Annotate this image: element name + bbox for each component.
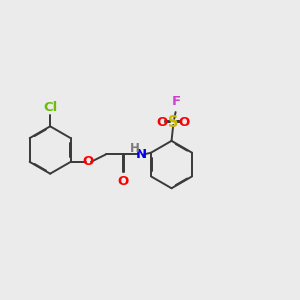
Text: O: O bbox=[83, 155, 94, 168]
Text: O: O bbox=[178, 116, 190, 129]
Text: N: N bbox=[136, 148, 147, 161]
Text: S: S bbox=[168, 115, 178, 130]
Text: Cl: Cl bbox=[43, 101, 57, 115]
Text: O: O bbox=[157, 116, 168, 129]
Text: H: H bbox=[130, 142, 140, 155]
Text: F: F bbox=[172, 95, 181, 108]
Text: O: O bbox=[118, 176, 129, 188]
